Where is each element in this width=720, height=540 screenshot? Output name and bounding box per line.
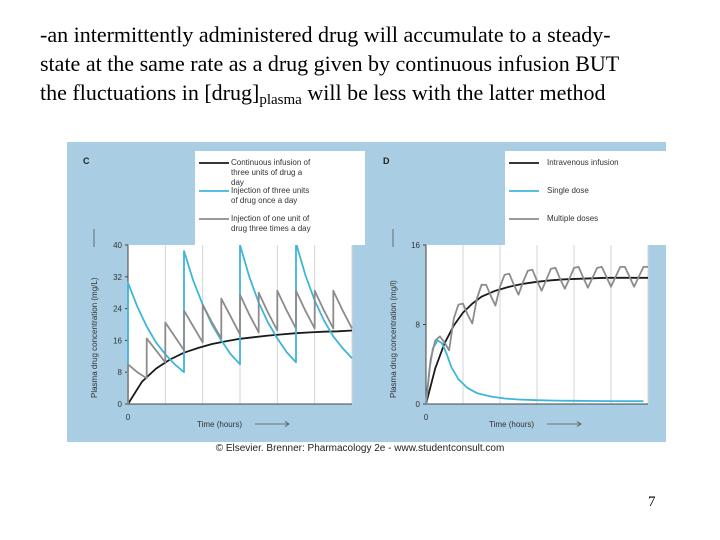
panel-d-x-axis-label: Time (hours) <box>489 420 534 429</box>
panel-c-y-tick-label: 8 <box>118 368 123 377</box>
panel-c-y-axis-label: Plasma drug concentration (mg/L) <box>90 277 99 398</box>
figure-charts: C 0 8 16 24 32 40 0 Time (hours) Plasma drug conc… <box>83 151 666 429</box>
panel-c-legend-entry: three units of drug a <box>231 168 303 177</box>
figure-panel: C 0 8 16 24 32 40 0 Time (hours) Plasma drug conc… <box>67 142 666 442</box>
panel-c-series-2-line <box>127 242 353 404</box>
panel-c-y-tick-label: 24 <box>113 305 122 314</box>
panel-d-x-axis-arrowhead <box>576 421 582 427</box>
panel-c-legend-entry: of drug once a day <box>231 196 297 205</box>
panel-d-legend-entry: Intravenous infusion <box>547 158 619 167</box>
figure-credit: © Elsevier. Brenner: Pharmacology 2e - w… <box>215 443 505 454</box>
panel-c-legend-entry: drug three times a day <box>231 224 311 233</box>
panel-c-legend-entry: Injection of three units <box>231 186 309 195</box>
panel-d-legend <box>505 151 666 245</box>
panel-c-legend-entry: day <box>231 178 244 187</box>
panel-c-y-tick-label: 0 <box>118 400 123 409</box>
panel-d-series-3-line <box>425 266 648 405</box>
panel-d-x-tick-label: 0 <box>424 413 429 422</box>
panel-c-x-tick-label: 0 <box>126 413 131 422</box>
slide-text-line-1: -an intermittently administered drug wil… <box>40 22 611 47</box>
panel-c-y-tick-label: 40 <box>113 241 122 250</box>
plasma-subscript: plasma <box>259 92 302 108</box>
panel-d-y-tick-label: 16 <box>411 241 420 250</box>
slide-text-line-3-end: will be less with the latter method <box>301 80 606 105</box>
panel-c-x-axis-arrowhead <box>284 421 290 427</box>
panel-c-y-tick-label: 32 <box>113 273 122 282</box>
slide-text-line-3-start: the fluctuations in [drug] <box>40 80 260 105</box>
page-number: 7 <box>648 494 656 510</box>
panel-d-label: D <box>383 156 390 166</box>
panel-c-label: C <box>83 156 90 166</box>
panel-d-series-2-line <box>425 339 644 405</box>
panel-c-x-axis-label: Time (hours) <box>197 420 242 429</box>
panel-d-y-tick-label: 8 <box>416 321 421 330</box>
panel-c-y-tick-label: 16 <box>113 336 122 345</box>
slide-text-line-3: the fluctuations in [drug]plasma will be… <box>40 78 700 108</box>
slide-text-line-2: state at the same rate as a drug given b… <box>40 51 620 76</box>
panel-d-y-axis-label: Plasma drug concentration (mg/l) <box>389 280 398 398</box>
panel-d-legend-entry: Single dose <box>547 186 589 195</box>
slide-body-text: -an intermittently administered drug wil… <box>40 20 700 108</box>
panel-c-series-3-line <box>127 289 353 404</box>
panel-c-legend <box>195 151 365 245</box>
panel-d-legend-entry: Multiple doses <box>547 214 598 223</box>
panel-c-legend-entry: Continuous infusion of <box>231 158 311 167</box>
panel-d-y-tick-label: 0 <box>416 400 421 409</box>
panel-c-legend-entry: Injection of one unit of <box>231 214 310 223</box>
